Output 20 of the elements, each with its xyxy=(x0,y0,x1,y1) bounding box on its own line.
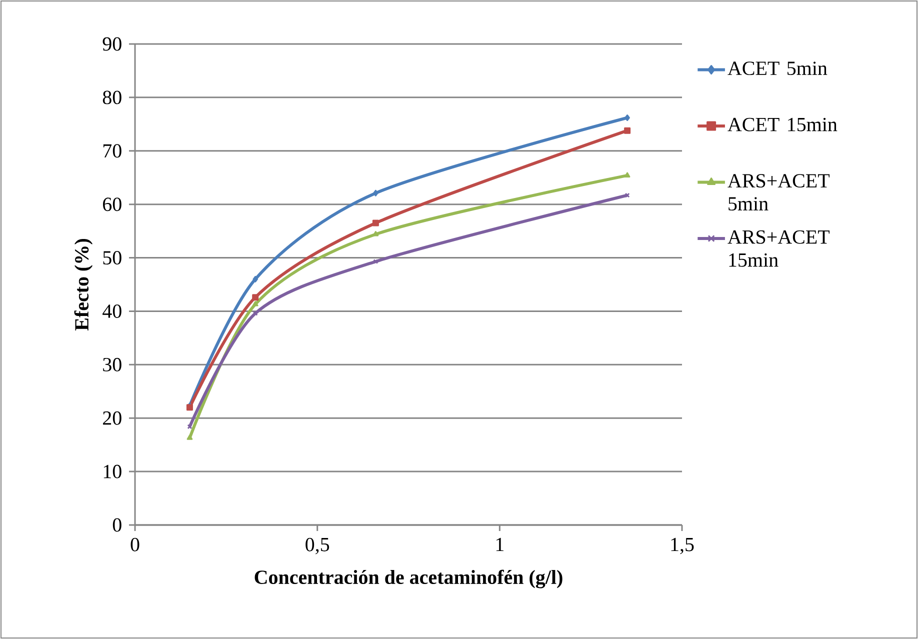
y-tick-label: 50 xyxy=(103,251,122,265)
y-tick-label: 60 xyxy=(103,198,122,212)
y-tick-label: 10 xyxy=(104,464,122,478)
y-tick-label: 40 xyxy=(102,304,122,318)
y-tick-label: 30 xyxy=(103,358,122,372)
x-axis-title: Concentración de acetaminofén (g/l) xyxy=(254,570,562,588)
legend-label: ACET 15min xyxy=(728,118,838,132)
x-tick-label: 0 xyxy=(130,538,140,552)
x-tick-label: 1 xyxy=(496,538,504,552)
y-tick-label: 70 xyxy=(103,144,122,158)
y-tick-label: 90 xyxy=(102,37,122,51)
legend-label: ARS+ACET 5min xyxy=(728,174,830,211)
x-tick-label: 1,5 xyxy=(671,538,694,554)
y-tick-label: 80 xyxy=(102,90,122,104)
x-tick-label: 0,5 xyxy=(306,538,330,554)
y-axis-title: Efecto (%) xyxy=(74,239,93,331)
y-tick-label: 0 xyxy=(112,518,122,532)
legend-label: ACET 5min xyxy=(728,62,828,76)
y-tick-label: 20 xyxy=(103,411,122,425)
legend-label: ARS+ACET 15min xyxy=(728,230,830,267)
